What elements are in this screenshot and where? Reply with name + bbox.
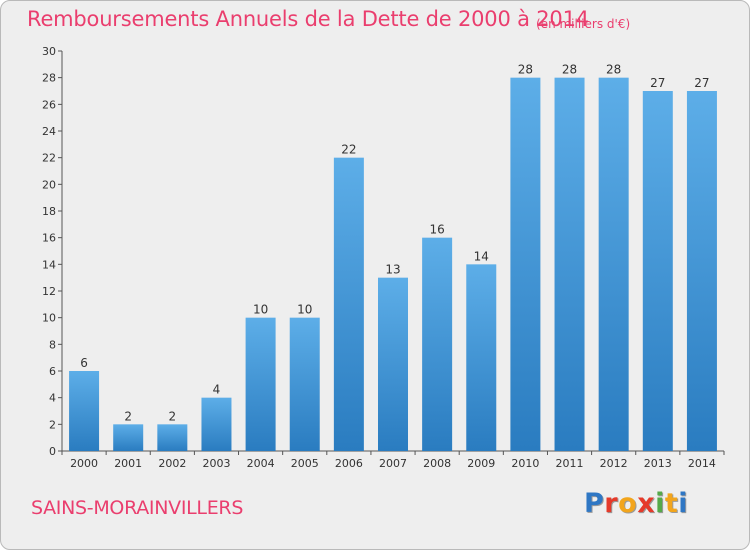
data-label: 28 <box>518 63 533 77</box>
data-label: 22 <box>341 143 356 157</box>
brand-logo: Proxiti <box>584 488 688 519</box>
y-tick-label: 8 <box>49 338 56 351</box>
x-tick-label: 2002 <box>158 457 186 470</box>
bar <box>554 77 585 452</box>
data-label: 28 <box>606 63 621 77</box>
y-tick-label: 6 <box>49 365 56 378</box>
bar <box>333 157 364 451</box>
x-tick-label: 2005 <box>291 457 319 470</box>
brand-letter: P <box>584 488 605 519</box>
data-label: 14 <box>474 249 489 263</box>
brand-letter: i <box>655 488 665 519</box>
bar <box>466 264 497 451</box>
brand-letter: i <box>678 488 689 519</box>
bar <box>642 91 673 451</box>
bar <box>245 317 276 451</box>
bar <box>378 277 408 451</box>
y-tick-label: 22 <box>42 152 56 165</box>
y-tick-label: 18 <box>42 205 56 218</box>
commune-name: SAINS-MORAINVILLERS <box>31 497 244 519</box>
y-tick-label: 2 <box>49 418 56 431</box>
y-tick-label: 10 <box>42 312 56 325</box>
x-tick-label: 2003 <box>202 457 230 470</box>
x-tick-label: 2001 <box>114 457 142 470</box>
x-tick-label: 2007 <box>379 457 407 470</box>
brand-letter: r <box>604 488 619 519</box>
y-tick-label: 26 <box>42 98 56 111</box>
data-label: 28 <box>562 63 577 77</box>
bar <box>113 424 144 451</box>
y-tick-label: 14 <box>42 258 56 271</box>
brand-letter: t <box>664 488 679 519</box>
bar <box>598 77 629 452</box>
x-tick-label: 2012 <box>600 457 628 470</box>
x-tick-label: 2011 <box>556 457 584 470</box>
data-label: 4 <box>213 383 221 397</box>
x-tick-label: 2009 <box>467 457 495 470</box>
bar <box>201 397 232 451</box>
data-label: 10 <box>253 303 268 317</box>
x-tick-label: 2008 <box>423 457 451 470</box>
x-tick-label: 2010 <box>511 457 539 470</box>
y-tick-label: 20 <box>42 178 56 191</box>
chart-unit: (en milliers d'€) <box>536 17 631 31</box>
chart-title: Remboursements Annuels de la Dette de 20… <box>27 7 589 31</box>
y-tick-label: 12 <box>42 285 56 298</box>
x-tick-label: 2013 <box>644 457 672 470</box>
data-label: 6 <box>80 356 88 370</box>
x-tick-label: 2000 <box>70 457 98 470</box>
data-label: 27 <box>694 76 709 90</box>
y-tick-label: 16 <box>42 232 56 245</box>
x-tick-label: 2004 <box>247 457 275 470</box>
bar <box>157 424 188 451</box>
x-tick-label: 2006 <box>335 457 363 470</box>
data-label: 27 <box>650 76 665 90</box>
data-label: 13 <box>385 263 400 277</box>
bars <box>69 77 717 452</box>
data-label: 10 <box>297 303 312 317</box>
y-tick-label: 30 <box>42 45 56 58</box>
data-label: 2 <box>169 409 177 423</box>
y-tick-label: 28 <box>42 72 56 85</box>
bar <box>686 91 717 451</box>
y-tick-label: 0 <box>49 445 56 458</box>
brand-letter: o <box>618 488 638 519</box>
y-tick-label: 24 <box>42 125 56 138</box>
x-tick-label: 2014 <box>688 457 716 470</box>
bar <box>289 317 320 451</box>
bar <box>422 237 453 451</box>
data-label: 16 <box>429 223 444 237</box>
bar <box>510 77 541 452</box>
data-label: 2 <box>124 409 132 423</box>
bar <box>69 371 100 451</box>
y-tick-label: 4 <box>49 392 56 405</box>
brand-letter: x <box>637 488 656 519</box>
